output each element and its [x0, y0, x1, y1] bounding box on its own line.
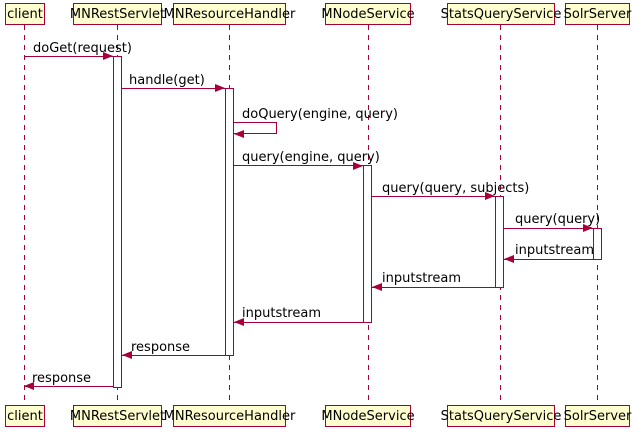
- arrowhead: [215, 84, 225, 92]
- self-message-line-side: [276, 121, 277, 134]
- participant-top-solrserver: SolrServer: [563, 3, 632, 25]
- activation-statsqueryservice: [495, 196, 504, 288]
- participant-bottom-statsqueryservice: StatsQueryService: [441, 405, 561, 427]
- participant-bottom-mnodeservice: MNodeService: [321, 405, 415, 427]
- activation-solrserver: [593, 228, 602, 260]
- participant-label: MNRestServlet: [69, 408, 166, 424]
- message-line: [234, 321, 363, 323]
- message-label-inputstream-1: inputstream: [515, 243, 594, 258]
- arrowhead: [24, 382, 34, 390]
- arrowhead: [485, 192, 495, 200]
- message-line: [372, 195, 495, 197]
- participant-label: MNRestServlet: [69, 6, 166, 22]
- message-label-inputstream-2: inputstream: [382, 271, 461, 286]
- participant-label: StatsQueryService: [440, 408, 562, 424]
- participant-label: MNodeService: [321, 6, 415, 22]
- arrowhead: [234, 318, 244, 326]
- activation-mnodeservice: [363, 165, 372, 323]
- lifeline-client: [23, 25, 25, 405]
- participant-label: MNodeService: [321, 408, 415, 424]
- arrowhead: [583, 224, 593, 232]
- participant-top-client: client: [5, 3, 45, 25]
- activation-mnrestservlet: [113, 56, 122, 388]
- message-label-response-1: response: [131, 340, 191, 355]
- message-label-doquery: doQuery(engine, query): [242, 107, 398, 122]
- participant-label: StatsQueryService: [440, 6, 562, 22]
- message-label-response-2: response: [32, 371, 92, 386]
- message-label-query-engine: query(engine, query): [242, 150, 380, 165]
- message-line: [504, 258, 593, 260]
- message-label-query-subjects: query(query, subjects): [382, 181, 530, 196]
- participant-label: client: [7, 6, 43, 22]
- participant-label: SolrServer: [563, 408, 632, 424]
- message-label-query: query(query): [515, 212, 601, 227]
- participant-label: client: [7, 408, 43, 424]
- message-label-handle: handle(get): [129, 73, 205, 88]
- message-line: [122, 354, 225, 356]
- arrowhead: [234, 129, 244, 138]
- message-line: [504, 227, 593, 229]
- message-label-inputstream-3: inputstream: [242, 306, 321, 321]
- message-line: [24, 385, 113, 387]
- participant-bottom-mnresourcehandler: MNResourceHandler: [164, 405, 295, 427]
- participant-bottom-client: client: [5, 405, 45, 427]
- arrowhead: [504, 255, 514, 263]
- activation-mnresourcehandler: [225, 88, 234, 356]
- participant-top-statsqueryservice: StatsQueryService: [441, 3, 561, 25]
- participant-bottom-solrserver: SolrServer: [563, 405, 632, 427]
- message-line: [372, 286, 495, 288]
- participant-top-mnresourcehandler: MNResourceHandler: [164, 3, 295, 25]
- lifeline-solrserver: [597, 25, 598, 405]
- participant-bottom-mnrestservlet: MNRestServlet: [69, 405, 166, 427]
- message-line: [122, 87, 225, 89]
- message-line: [234, 165, 363, 166]
- self-message-line-top: [234, 121, 277, 123]
- arrowhead: [122, 351, 132, 359]
- participant-top-mnodeservice: MNodeService: [321, 3, 415, 25]
- participant-label: MNResourceHandler: [163, 6, 296, 22]
- arrowhead: [353, 161, 363, 170]
- participant-label: SolrServer: [563, 6, 632, 22]
- message-label-doget: doGet(request): [33, 41, 132, 56]
- arrowhead: [372, 283, 382, 291]
- arrowhead: [103, 52, 113, 60]
- self-message-line-bottom: [234, 133, 277, 134]
- participant-top-mnrestservlet: MNRestServlet: [69, 3, 166, 25]
- message-line: [24, 55, 113, 57]
- participant-label: MNResourceHandler: [163, 408, 296, 424]
